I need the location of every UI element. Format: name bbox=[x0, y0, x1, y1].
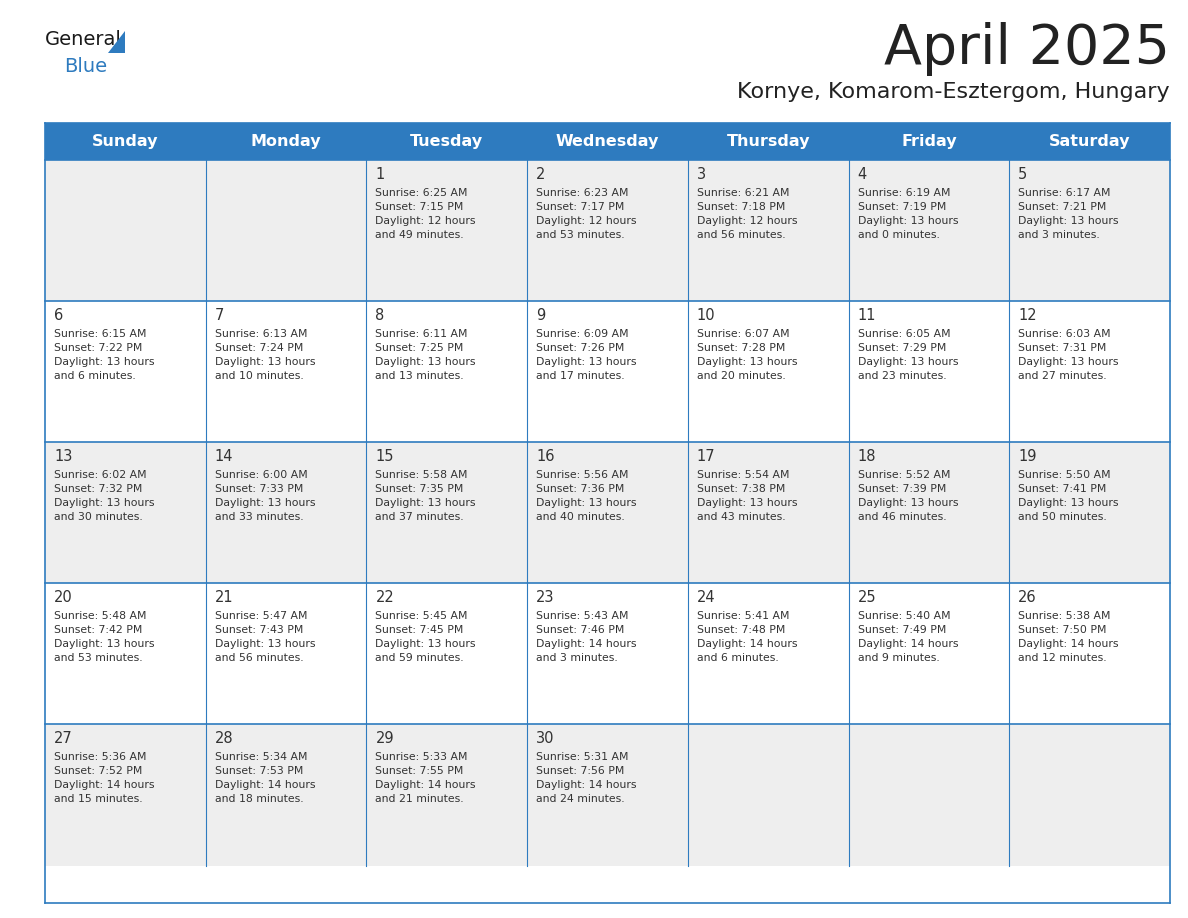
Text: Kornye, Komarom-Esztergom, Hungary: Kornye, Komarom-Esztergom, Hungary bbox=[738, 82, 1170, 102]
Polygon shape bbox=[108, 31, 125, 53]
Text: 2: 2 bbox=[536, 167, 545, 182]
Text: 25: 25 bbox=[858, 590, 877, 605]
Text: 12: 12 bbox=[1018, 308, 1037, 323]
Bar bbox=[45, 122, 1170, 160]
Bar bbox=[45, 724, 1170, 866]
Text: Thursday: Thursday bbox=[727, 134, 810, 149]
Text: Sunrise: 5:58 AM
Sunset: 7:35 PM
Daylight: 13 hours
and 37 minutes.: Sunrise: 5:58 AM Sunset: 7:35 PM Dayligh… bbox=[375, 470, 476, 522]
Text: 16: 16 bbox=[536, 449, 555, 465]
Text: Sunrise: 5:31 AM
Sunset: 7:56 PM
Daylight: 14 hours
and 24 minutes.: Sunrise: 5:31 AM Sunset: 7:56 PM Dayligh… bbox=[536, 753, 637, 804]
Text: 11: 11 bbox=[858, 308, 876, 323]
Text: Sunrise: 6:19 AM
Sunset: 7:19 PM
Daylight: 13 hours
and 0 minutes.: Sunrise: 6:19 AM Sunset: 7:19 PM Dayligh… bbox=[858, 188, 958, 240]
Text: April 2025: April 2025 bbox=[884, 22, 1170, 76]
Text: Sunrise: 5:36 AM
Sunset: 7:52 PM
Daylight: 14 hours
and 15 minutes.: Sunrise: 5:36 AM Sunset: 7:52 PM Dayligh… bbox=[53, 753, 154, 804]
Text: Wednesday: Wednesday bbox=[556, 134, 659, 149]
Text: Sunrise: 5:47 AM
Sunset: 7:43 PM
Daylight: 13 hours
and 56 minutes.: Sunrise: 5:47 AM Sunset: 7:43 PM Dayligh… bbox=[215, 611, 315, 664]
Text: Sunrise: 6:25 AM
Sunset: 7:15 PM
Daylight: 12 hours
and 49 minutes.: Sunrise: 6:25 AM Sunset: 7:15 PM Dayligh… bbox=[375, 188, 476, 240]
Text: Monday: Monday bbox=[251, 134, 322, 149]
Text: Sunrise: 6:03 AM
Sunset: 7:31 PM
Daylight: 13 hours
and 27 minutes.: Sunrise: 6:03 AM Sunset: 7:31 PM Dayligh… bbox=[1018, 329, 1119, 381]
Text: 15: 15 bbox=[375, 449, 394, 465]
Text: 27: 27 bbox=[53, 732, 72, 746]
Text: Sunrise: 5:34 AM
Sunset: 7:53 PM
Daylight: 14 hours
and 18 minutes.: Sunrise: 5:34 AM Sunset: 7:53 PM Dayligh… bbox=[215, 753, 315, 804]
Text: Sunrise: 5:38 AM
Sunset: 7:50 PM
Daylight: 14 hours
and 12 minutes.: Sunrise: 5:38 AM Sunset: 7:50 PM Dayligh… bbox=[1018, 611, 1119, 664]
Text: 9: 9 bbox=[536, 308, 545, 323]
Text: 14: 14 bbox=[215, 449, 233, 465]
Text: Sunrise: 6:07 AM
Sunset: 7:28 PM
Daylight: 13 hours
and 20 minutes.: Sunrise: 6:07 AM Sunset: 7:28 PM Dayligh… bbox=[697, 329, 797, 381]
Text: Sunrise: 6:11 AM
Sunset: 7:25 PM
Daylight: 13 hours
and 13 minutes.: Sunrise: 6:11 AM Sunset: 7:25 PM Dayligh… bbox=[375, 329, 476, 381]
Text: Sunrise: 5:56 AM
Sunset: 7:36 PM
Daylight: 13 hours
and 40 minutes.: Sunrise: 5:56 AM Sunset: 7:36 PM Dayligh… bbox=[536, 470, 637, 522]
Text: Blue: Blue bbox=[64, 57, 107, 75]
Text: Sunrise: 6:13 AM
Sunset: 7:24 PM
Daylight: 13 hours
and 10 minutes.: Sunrise: 6:13 AM Sunset: 7:24 PM Dayligh… bbox=[215, 329, 315, 381]
Text: Sunrise: 6:05 AM
Sunset: 7:29 PM
Daylight: 13 hours
and 23 minutes.: Sunrise: 6:05 AM Sunset: 7:29 PM Dayligh… bbox=[858, 329, 958, 381]
Text: Sunday: Sunday bbox=[93, 134, 159, 149]
Bar bbox=[45, 583, 1170, 724]
Text: 20: 20 bbox=[53, 590, 72, 605]
Text: 22: 22 bbox=[375, 590, 394, 605]
Text: Sunrise: 6:17 AM
Sunset: 7:21 PM
Daylight: 13 hours
and 3 minutes.: Sunrise: 6:17 AM Sunset: 7:21 PM Dayligh… bbox=[1018, 188, 1119, 240]
Text: 23: 23 bbox=[536, 590, 555, 605]
Text: 19: 19 bbox=[1018, 449, 1037, 465]
Text: Sunrise: 5:52 AM
Sunset: 7:39 PM
Daylight: 13 hours
and 46 minutes.: Sunrise: 5:52 AM Sunset: 7:39 PM Dayligh… bbox=[858, 470, 958, 522]
Text: 6: 6 bbox=[53, 308, 63, 323]
Text: 29: 29 bbox=[375, 732, 394, 746]
Text: Sunrise: 6:23 AM
Sunset: 7:17 PM
Daylight: 12 hours
and 53 minutes.: Sunrise: 6:23 AM Sunset: 7:17 PM Dayligh… bbox=[536, 188, 637, 240]
Text: 5: 5 bbox=[1018, 167, 1028, 182]
Text: 3: 3 bbox=[697, 167, 706, 182]
Text: Friday: Friday bbox=[902, 134, 956, 149]
Text: 30: 30 bbox=[536, 732, 555, 746]
Text: 1: 1 bbox=[375, 167, 385, 182]
Text: Sunrise: 5:48 AM
Sunset: 7:42 PM
Daylight: 13 hours
and 53 minutes.: Sunrise: 5:48 AM Sunset: 7:42 PM Dayligh… bbox=[53, 611, 154, 664]
Text: Sunrise: 6:02 AM
Sunset: 7:32 PM
Daylight: 13 hours
and 30 minutes.: Sunrise: 6:02 AM Sunset: 7:32 PM Dayligh… bbox=[53, 470, 154, 522]
Text: Tuesday: Tuesday bbox=[410, 134, 484, 149]
Text: Sunrise: 6:15 AM
Sunset: 7:22 PM
Daylight: 13 hours
and 6 minutes.: Sunrise: 6:15 AM Sunset: 7:22 PM Dayligh… bbox=[53, 329, 154, 381]
Text: Sunrise: 5:43 AM
Sunset: 7:46 PM
Daylight: 14 hours
and 3 minutes.: Sunrise: 5:43 AM Sunset: 7:46 PM Dayligh… bbox=[536, 611, 637, 664]
Bar bbox=[45, 301, 1170, 442]
Bar bbox=[45, 160, 1170, 301]
Text: 24: 24 bbox=[697, 590, 715, 605]
Text: 13: 13 bbox=[53, 449, 72, 465]
Text: Sunrise: 6:21 AM
Sunset: 7:18 PM
Daylight: 12 hours
and 56 minutes.: Sunrise: 6:21 AM Sunset: 7:18 PM Dayligh… bbox=[697, 188, 797, 240]
Text: Sunrise: 5:45 AM
Sunset: 7:45 PM
Daylight: 13 hours
and 59 minutes.: Sunrise: 5:45 AM Sunset: 7:45 PM Dayligh… bbox=[375, 611, 476, 664]
Text: 7: 7 bbox=[215, 308, 225, 323]
Text: 4: 4 bbox=[858, 167, 867, 182]
Text: Sunrise: 5:40 AM
Sunset: 7:49 PM
Daylight: 14 hours
and 9 minutes.: Sunrise: 5:40 AM Sunset: 7:49 PM Dayligh… bbox=[858, 611, 958, 664]
Text: 21: 21 bbox=[215, 590, 233, 605]
Text: Sunrise: 5:33 AM
Sunset: 7:55 PM
Daylight: 14 hours
and 21 minutes.: Sunrise: 5:33 AM Sunset: 7:55 PM Dayligh… bbox=[375, 753, 476, 804]
Text: Sunrise: 5:41 AM
Sunset: 7:48 PM
Daylight: 14 hours
and 6 minutes.: Sunrise: 5:41 AM Sunset: 7:48 PM Dayligh… bbox=[697, 611, 797, 664]
Text: 10: 10 bbox=[697, 308, 715, 323]
Text: General: General bbox=[45, 30, 122, 49]
Text: Sunrise: 5:50 AM
Sunset: 7:41 PM
Daylight: 13 hours
and 50 minutes.: Sunrise: 5:50 AM Sunset: 7:41 PM Dayligh… bbox=[1018, 470, 1119, 522]
Text: 28: 28 bbox=[215, 732, 233, 746]
Text: Saturday: Saturday bbox=[1049, 134, 1131, 149]
Text: 8: 8 bbox=[375, 308, 385, 323]
Text: 18: 18 bbox=[858, 449, 876, 465]
Bar bbox=[45, 442, 1170, 583]
Text: Sunrise: 5:54 AM
Sunset: 7:38 PM
Daylight: 13 hours
and 43 minutes.: Sunrise: 5:54 AM Sunset: 7:38 PM Dayligh… bbox=[697, 470, 797, 522]
Text: Sunrise: 6:09 AM
Sunset: 7:26 PM
Daylight: 13 hours
and 17 minutes.: Sunrise: 6:09 AM Sunset: 7:26 PM Dayligh… bbox=[536, 329, 637, 381]
Text: 17: 17 bbox=[697, 449, 715, 465]
Text: Sunrise: 6:00 AM
Sunset: 7:33 PM
Daylight: 13 hours
and 33 minutes.: Sunrise: 6:00 AM Sunset: 7:33 PM Dayligh… bbox=[215, 470, 315, 522]
Text: 26: 26 bbox=[1018, 590, 1037, 605]
